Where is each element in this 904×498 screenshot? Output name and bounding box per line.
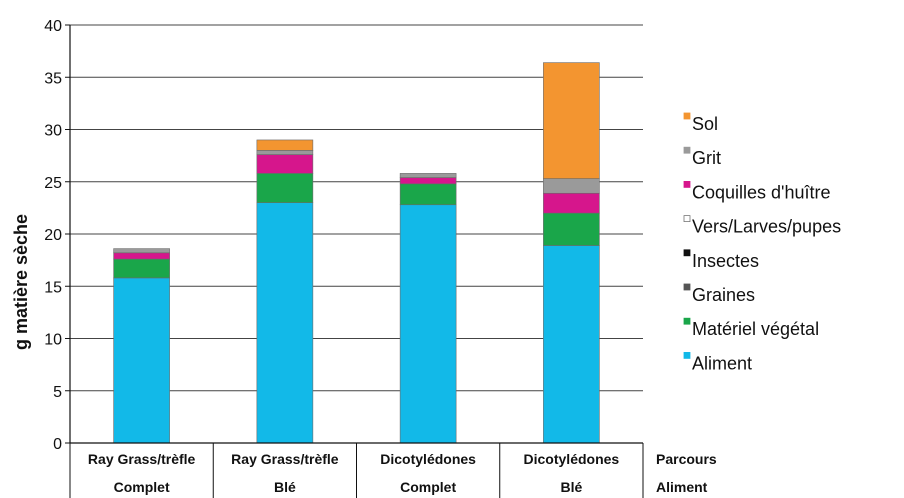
bar-segment-5-2 <box>399 177 457 185</box>
category-labels: Ray Grass/trèfle Ray Grass/trèfle Dicotylé… <box>88 451 717 495</box>
category-label-1-2: Complet <box>400 479 456 495</box>
legend-swatch <box>683 112 691 120</box>
bar-segment-5-1 <box>256 154 314 174</box>
bar-segment-1-2 <box>399 183 457 206</box>
bar-segment-0-3 <box>543 245 600 444</box>
bar-segment-0-2 <box>399 204 457 444</box>
category-label-0-2: Dicotylédones <box>380 451 476 467</box>
bar-segment-1-1 <box>256 173 314 203</box>
y-tick-label: 5 <box>53 384 62 401</box>
bar-segment-6-3 <box>543 178 600 194</box>
legend-swatch <box>683 283 691 291</box>
y-tick-label: 15 <box>44 279 62 296</box>
bar-segment-6-0 <box>113 248 170 254</box>
bar-segment-7-3 <box>543 62 600 179</box>
category-label-1-1: Blé <box>274 479 296 495</box>
bar-segment-5-0 <box>113 252 170 260</box>
y-axis-label: g matière sèche <box>11 214 31 350</box>
legend-swatch <box>683 351 691 359</box>
bar-segment-7-1 <box>256 139 314 151</box>
category-level-name-1: Aliment <box>656 479 708 495</box>
legend-swatch <box>683 180 691 188</box>
legend-swatch <box>683 215 691 223</box>
category-level-name-0: Parcours <box>656 451 717 467</box>
y-tick-label: 30 <box>44 123 62 140</box>
bar-segment-1-3 <box>543 212 600 246</box>
category-label-0-3: Dicotylédones <box>524 451 620 467</box>
y-tick-label: 35 <box>44 70 62 87</box>
y-tick-label: 40 <box>44 18 62 35</box>
y-tick-label: 20 <box>44 227 62 244</box>
legend-label: Matériel végétal <box>692 319 819 339</box>
bar-segment-5-3 <box>543 192 600 214</box>
bar-segment-6-1 <box>256 150 314 155</box>
bars <box>113 62 600 444</box>
y-tick-label: 25 <box>44 175 62 192</box>
y-tick-label: 0 <box>53 436 62 453</box>
legend-label: Aliment <box>692 353 752 373</box>
legend-swatch <box>683 249 691 257</box>
category-label-grid <box>69 443 644 498</box>
legend-label: Coquilles d'huître <box>692 182 831 202</box>
category-label-0-0: Ray Grass/trèfle <box>88 451 196 467</box>
y-tick-labels: 0 5 10 15 20 25 30 35 40 <box>44 18 62 453</box>
legend-label: Sol <box>692 114 718 134</box>
legend-swatch <box>683 317 691 325</box>
legend-swatch <box>683 146 691 154</box>
bar-segment-6-2 <box>399 173 457 178</box>
bar-segment-0-1 <box>256 202 314 444</box>
category-label-1-0: Complet <box>114 479 170 495</box>
legend-label: Grit <box>692 148 721 168</box>
bar-segment-1-0 <box>113 258 170 279</box>
legend: Sol Grit Coquilles d'huître Vers/Larves/pup… <box>683 112 841 373</box>
bar-segment-0-0 <box>113 277 170 444</box>
legend-label: Insectes <box>692 251 759 271</box>
legend-label: Graines <box>692 285 755 305</box>
legend-label: Vers/Larves/pupes <box>692 217 841 237</box>
category-label-0-1: Ray Grass/trèfle <box>231 451 339 467</box>
category-label-1-3: Blé <box>560 479 582 495</box>
y-tick-label: 10 <box>44 332 62 349</box>
